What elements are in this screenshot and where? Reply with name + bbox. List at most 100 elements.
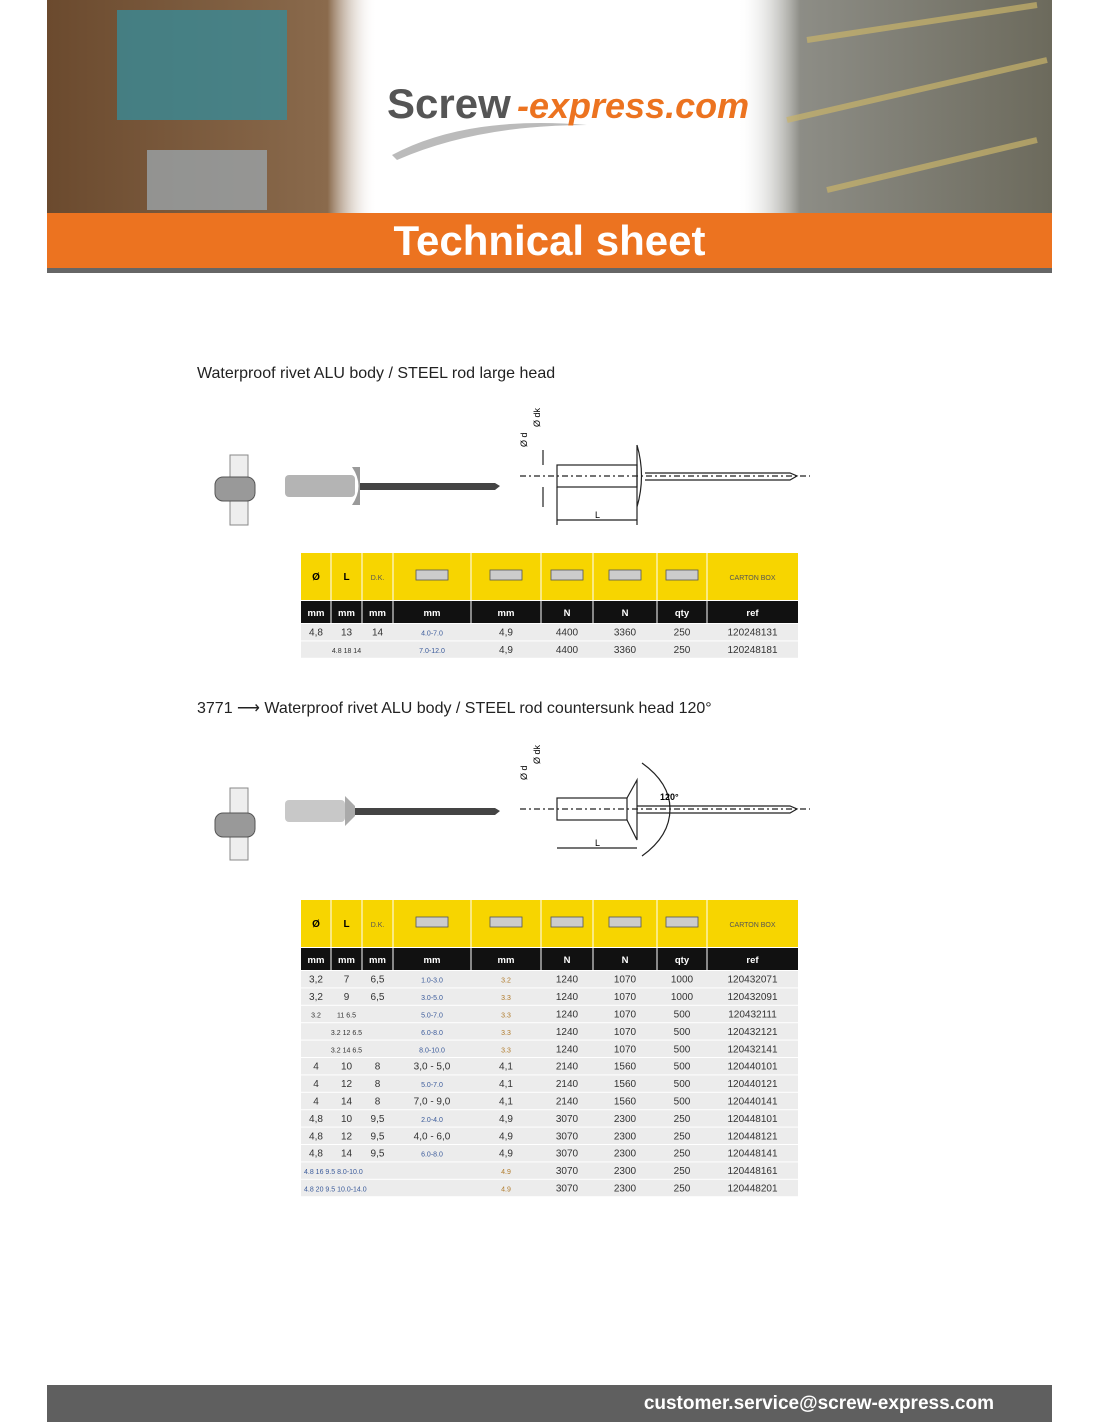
table-cell: 13 <box>341 628 353 639</box>
table-cell: 2140 <box>556 1062 579 1073</box>
table-cell: 1240 <box>556 1027 579 1038</box>
row <box>301 1162 798 1179</box>
icon <box>550 569 584 581</box>
banner-rule <box>47 268 1052 273</box>
table-cell: 5.0-7.0 <box>421 1082 443 1089</box>
table-cell: 3.3 <box>501 1047 511 1054</box>
table-cell: 250 <box>674 1166 691 1177</box>
table-cell: 4,8 <box>309 628 323 639</box>
table-cell: 9 <box>344 992 350 1003</box>
row <box>301 1058 798 1075</box>
unit-cell: N <box>622 608 629 619</box>
unit-cell: qty <box>675 608 690 619</box>
table-cell: 2300 <box>614 1184 637 1195</box>
unit-cell: mm <box>308 955 325 966</box>
table-cell: 120248131 <box>727 628 777 639</box>
table-cell: 3.2 14 6.5 <box>331 1047 362 1054</box>
table-cell: 6.0-8.0 <box>421 1152 443 1159</box>
table-cell: 3.0-5.0 <box>421 995 443 1002</box>
table-cell: 2140 <box>556 1079 579 1090</box>
table-cell: 4.9 <box>501 1187 511 1194</box>
unit-cell: ref <box>746 608 759 619</box>
table-cell: 4,9 <box>499 1149 513 1160</box>
table-cell: 1070 <box>614 1044 637 1055</box>
table-cell: 3.3 <box>501 1013 511 1020</box>
unit-cell: mm <box>369 608 386 619</box>
table-cell: 120432121 <box>727 1027 777 1038</box>
table-cell: 120432091 <box>727 992 777 1003</box>
angle-label: 120° <box>660 792 679 802</box>
unit-cell: qty <box>675 955 690 966</box>
table-cell: 2140 <box>556 1097 579 1108</box>
table-cell: 11 6.5 <box>337 1013 356 1020</box>
table-cell: 1240 <box>556 975 579 986</box>
table-cell: 120432141 <box>727 1044 777 1055</box>
unit-cell: mm <box>338 955 355 966</box>
rivet-diagram: Ø d Ø dk L 120° <box>214 744 810 861</box>
table-cell: 3.3 <box>501 1030 511 1037</box>
table-cell: 1560 <box>614 1062 637 1073</box>
icon <box>415 916 449 928</box>
table-cell: 250 <box>674 628 691 639</box>
table-cell: 8.0-10.0 <box>419 1047 445 1054</box>
header-cell: L <box>343 572 349 583</box>
header-cell: CARTON BOX <box>729 922 775 929</box>
table-cell: 500 <box>674 1097 691 1108</box>
table-cell: 120448121 <box>727 1131 777 1142</box>
table-cell: 4,9 <box>499 1114 513 1125</box>
table-cell: 4,1 <box>499 1062 513 1073</box>
table-cell: 3360 <box>614 645 637 656</box>
table-cell: 12 <box>341 1079 353 1090</box>
table-cell: 4,8 <box>309 1114 323 1125</box>
icon <box>489 569 523 581</box>
table-cell: 1070 <box>614 992 637 1003</box>
icon <box>665 569 699 581</box>
footer-email: customer.service@screw-express.com <box>643 1393 994 1414</box>
table-cell: 6.0-8.0 <box>421 1030 443 1037</box>
table-cell: 4,8 <box>309 1149 323 1160</box>
units-row <box>301 601 798 623</box>
banner: Technical sheet <box>47 213 1052 268</box>
table-cell: 4.9 <box>501 1169 511 1176</box>
row <box>301 1040 798 1057</box>
table-cell: 14 <box>341 1097 353 1108</box>
table-cell: 4 <box>313 1079 319 1090</box>
table-cell: 8 <box>375 1079 381 1090</box>
banner-art: Screw -express.com <box>47 0 1052 213</box>
table-cell: 500 <box>674 1079 691 1090</box>
unit-cell: mm <box>369 955 386 966</box>
unit-cell: N <box>564 955 571 966</box>
unit-cell: mm <box>424 608 441 619</box>
table-cell: 1000 <box>671 975 694 986</box>
icon <box>665 916 699 928</box>
icon <box>489 916 523 928</box>
header-cell: D.K. <box>371 575 385 582</box>
icon <box>550 916 584 928</box>
table-cell: 3070 <box>556 1184 579 1195</box>
unit-cell: N <box>564 608 571 619</box>
header-row <box>301 900 798 947</box>
row <box>301 1005 798 1023</box>
table-cell: 4,9 <box>499 628 513 639</box>
table-cell: 6,5 <box>371 975 385 986</box>
row <box>301 1110 798 1127</box>
unit-cell: mm <box>498 608 515 619</box>
table-cell: 1000 <box>671 992 694 1003</box>
table-cell: 4,9 <box>499 1131 513 1142</box>
table-cell: 1070 <box>614 1027 637 1038</box>
table-cell: 4400 <box>556 645 579 656</box>
table-cell: 2300 <box>614 1149 637 1160</box>
header-image: Screw -express.com <box>47 0 1052 213</box>
icon <box>608 569 642 581</box>
table-cell: 500 <box>674 1062 691 1073</box>
header-cell: Ø <box>312 572 320 583</box>
table-cell: 6,5 <box>371 992 385 1003</box>
units-row <box>301 948 798 970</box>
table-cell: 3070 <box>556 1166 579 1177</box>
table-cell: 4 <box>313 1062 319 1073</box>
unit-cell: ref <box>746 955 759 966</box>
table-cell: 120440121 <box>727 1079 777 1090</box>
table-cell: 3.2 12 6.5 <box>331 1030 362 1037</box>
